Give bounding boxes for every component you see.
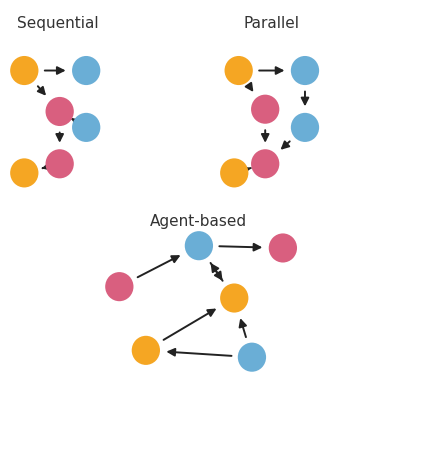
Circle shape xyxy=(291,56,319,85)
Text: Parallel: Parallel xyxy=(244,16,300,31)
Text: Agent-based: Agent-based xyxy=(150,214,248,229)
Circle shape xyxy=(46,149,74,178)
Circle shape xyxy=(105,272,133,301)
Circle shape xyxy=(220,283,248,313)
Circle shape xyxy=(251,149,279,178)
Circle shape xyxy=(251,95,279,124)
Circle shape xyxy=(132,336,160,365)
Circle shape xyxy=(72,56,100,85)
Circle shape xyxy=(225,56,253,85)
Circle shape xyxy=(220,158,248,187)
Circle shape xyxy=(10,56,38,85)
Circle shape xyxy=(46,97,74,126)
Circle shape xyxy=(185,231,213,260)
Circle shape xyxy=(10,158,38,187)
Circle shape xyxy=(72,113,100,142)
Circle shape xyxy=(269,233,297,263)
Circle shape xyxy=(291,113,319,142)
Circle shape xyxy=(238,343,266,372)
Text: Sequential: Sequential xyxy=(17,16,98,31)
